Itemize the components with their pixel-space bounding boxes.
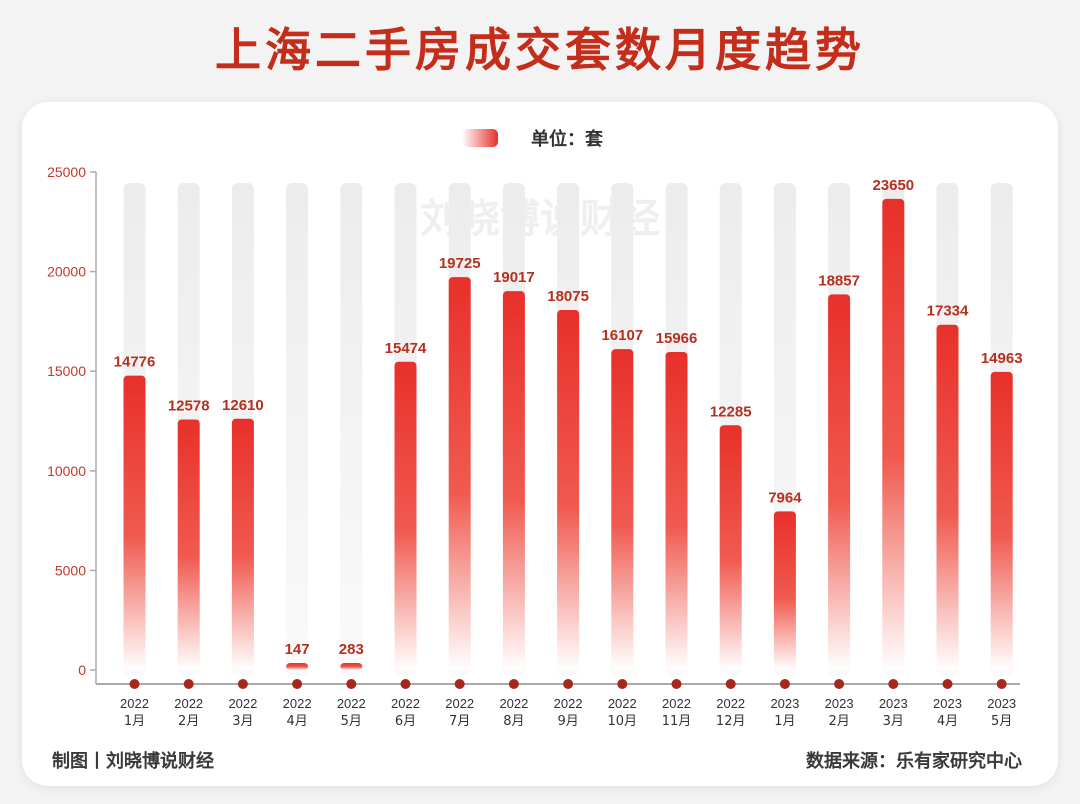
x-tick-label-year: 2023 — [933, 696, 962, 711]
x-tick-label-year: 2022 — [120, 696, 149, 711]
data-label: 16107 — [601, 327, 643, 344]
data-label: 12578 — [168, 397, 210, 414]
x-tick-label-month: 9月 — [557, 714, 578, 729]
bar — [394, 361, 417, 670]
axis-dot — [996, 679, 1007, 689]
data-label: 18075 — [547, 288, 589, 305]
data-label: 18857 — [818, 272, 860, 289]
data-label: 15474 — [385, 340, 427, 357]
x-tick-label-month: 2月 — [178, 714, 199, 729]
data-label: 12285 — [710, 403, 752, 420]
bar — [502, 291, 525, 670]
y-tick-label: 5000 — [55, 562, 86, 578]
data-label: 7964 — [768, 489, 802, 506]
page-title: 上海二手房成交套数月度趋势 — [215, 23, 865, 77]
data-label: 14776 — [114, 354, 156, 371]
x-tick-label-month: 8月 — [503, 714, 524, 729]
bar — [448, 277, 471, 670]
axis-dot — [129, 679, 140, 689]
bar — [719, 425, 742, 670]
x-tick-label-month: 10月 — [608, 714, 638, 729]
data-label: 19017 — [493, 269, 535, 286]
legend-swatch — [462, 129, 498, 147]
x-tick-label-month: 6月 — [395, 714, 416, 729]
y-tick-label: 15000 — [47, 363, 86, 379]
footer-credit: 制图丨刘晓博说财经 — [52, 751, 214, 772]
x-tick-label-year: 2022 — [716, 696, 745, 711]
axis-dot — [508, 679, 519, 689]
bar — [828, 294, 851, 670]
x-tick-label-month: 1月 — [124, 714, 145, 729]
x-tick-label-year: 2022 — [228, 696, 257, 711]
x-tick-label-year: 2022 — [337, 696, 366, 711]
x-tick-label-month: 11月 — [662, 714, 692, 729]
legend-label: 单位：套 — [531, 128, 603, 150]
axis-dot — [888, 679, 899, 689]
bar-background — [340, 183, 363, 676]
axis-dot — [183, 679, 194, 689]
data-label: 12610 — [222, 397, 264, 414]
footer-source: 数据来源：乐有家研究中心 — [806, 751, 1022, 772]
data-label: 19725 — [439, 255, 481, 272]
x-tick-label-year: 2023 — [987, 696, 1016, 711]
x-tick-label-year: 2023 — [879, 696, 908, 711]
x-tick-label-year: 2022 — [662, 696, 691, 711]
x-tick-label-year: 2022 — [174, 696, 203, 711]
y-tick-label: 20000 — [47, 264, 86, 280]
axis-dot — [725, 679, 736, 689]
x-tick-label-year: 2022 — [445, 696, 474, 711]
axis-dot — [400, 679, 411, 689]
data-label: 23650 — [872, 177, 914, 194]
axis-dot — [346, 679, 357, 689]
data-label: 283 — [339, 641, 364, 658]
axis-dot — [779, 679, 790, 689]
axis-dot — [237, 679, 248, 689]
y-tick-label: 25000 — [47, 164, 86, 180]
x-tick-label-month: 3月 — [232, 714, 253, 729]
data-label: 17334 — [927, 303, 969, 320]
bar-background — [286, 183, 309, 676]
data-label: 14963 — [981, 350, 1023, 367]
bar — [611, 349, 634, 670]
x-tick-label-year: 2022 — [608, 696, 637, 711]
bar — [665, 351, 688, 670]
bar — [340, 663, 363, 670]
x-tick-label-year: 2023 — [770, 696, 799, 711]
axis-dot — [292, 679, 303, 689]
y-tick-label: 0 — [78, 662, 86, 678]
axis-dot — [671, 679, 682, 689]
axis-dot — [617, 679, 628, 689]
x-tick-label-year: 2022 — [499, 696, 528, 711]
bar — [286, 663, 309, 670]
bar — [773, 511, 796, 670]
data-label: 147 — [285, 641, 310, 658]
bar — [990, 371, 1013, 670]
bar — [177, 419, 200, 670]
x-tick-label-month: 5月 — [991, 714, 1012, 729]
bar — [557, 309, 580, 670]
x-tick-label-month: 4月 — [286, 714, 307, 729]
bar — [231, 418, 254, 670]
x-tick-label-year: 2022 — [554, 696, 583, 711]
x-tick-label-year: 2022 — [391, 696, 420, 711]
bar — [123, 375, 146, 670]
axis-dot — [942, 679, 953, 689]
bar — [882, 198, 905, 670]
bar — [936, 324, 959, 670]
x-tick-label-year: 2023 — [825, 696, 854, 711]
x-tick-label-month: 12月 — [716, 714, 746, 729]
x-tick-label-month: 1月 — [774, 714, 795, 729]
y-tick-label: 10000 — [47, 463, 86, 479]
axis-dot — [454, 679, 465, 689]
x-tick-label-year: 2022 — [283, 696, 312, 711]
x-tick-label-month: 4月 — [937, 714, 958, 729]
x-tick-label-month: 5月 — [341, 714, 362, 729]
data-label: 15966 — [656, 330, 698, 347]
x-tick-label-month: 3月 — [883, 714, 904, 729]
x-tick-label-month: 7月 — [449, 714, 470, 729]
axis-dot — [563, 679, 574, 689]
x-tick-label-month: 2月 — [828, 714, 849, 729]
axis-dot — [834, 679, 845, 689]
